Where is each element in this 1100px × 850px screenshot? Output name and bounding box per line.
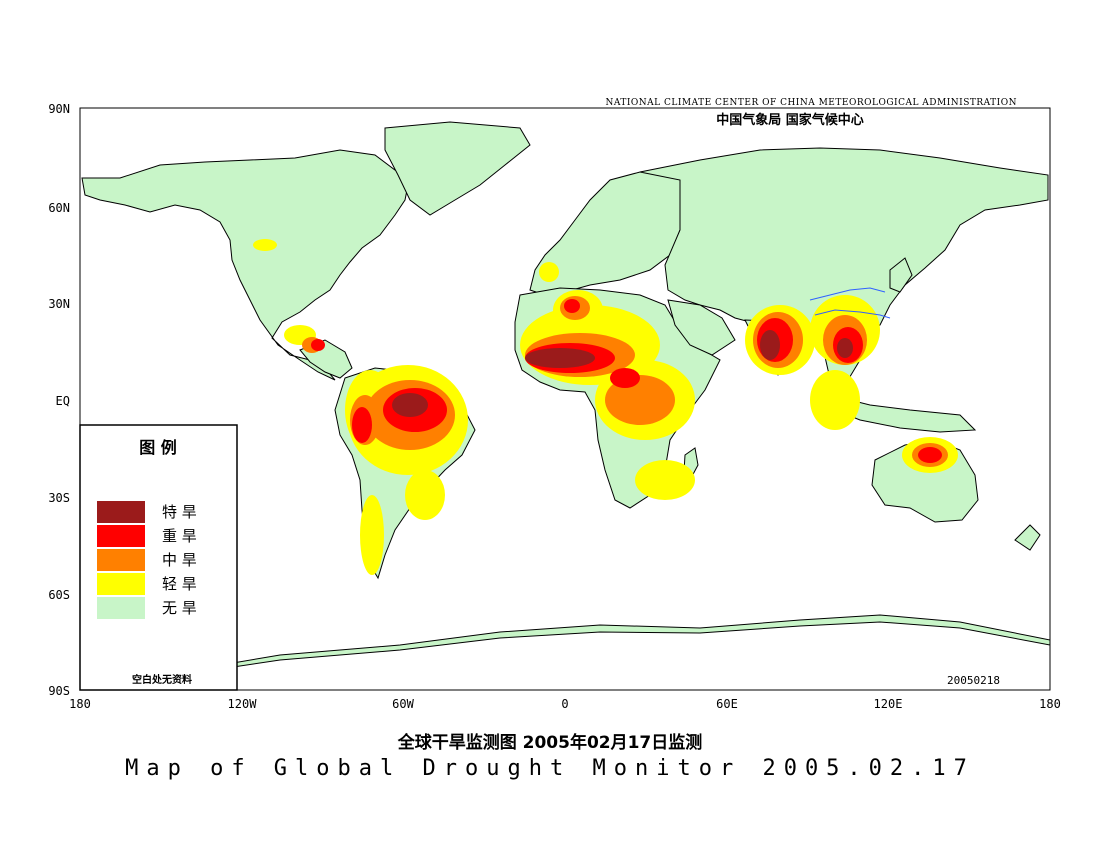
legend-label-extreme: 特 旱 (162, 503, 197, 521)
legend-swatch-none (97, 597, 145, 619)
lon-label: 120E (874, 697, 903, 711)
lon-label: 60E (716, 697, 738, 711)
legend: 图 例 特 旱 重 旱 中 旱 轻 旱 无 旱 空白处无资料 (79, 424, 238, 691)
legend-title: 图 例 (139, 438, 177, 457)
lat-label: 60S (48, 588, 70, 602)
drought-extreme-layer (392, 330, 853, 417)
lon-label: 120W (228, 697, 258, 711)
legend-swatch-extreme (97, 501, 145, 523)
legend-note: 空白处无资料 (132, 673, 192, 686)
asia (639, 147, 1049, 349)
lon-label: 180 (1039, 697, 1061, 711)
legend-label-none: 无 旱 (162, 599, 197, 617)
map-title-cn: 全球干旱监测图 2005年02月17日监测 (397, 733, 703, 753)
lat-label: 30N (48, 297, 70, 311)
lat-label: EQ (56, 394, 70, 408)
rivers-layer (809, 287, 891, 319)
legend-label-severe: 重 旱 (162, 527, 197, 545)
lon-label: 0 (561, 697, 568, 711)
new-zealand (1014, 524, 1041, 551)
legend-swatch-severe (97, 525, 145, 547)
lat-label: 90N (48, 102, 70, 116)
legend-swatch-moderate (97, 549, 145, 571)
lon-label: 60W (392, 697, 414, 711)
greenland (384, 121, 531, 216)
date-code: 20050218 (947, 674, 1000, 687)
map-title-en: Map of Global Drought Monitor 2005.02.17 (125, 756, 975, 781)
agency-credit-en: NATIONAL CLIMATE CENTER OF CHINA METEORO… (605, 98, 1017, 108)
lat-label: 60N (48, 201, 70, 215)
latitude-labels: 90N 60N 30N EQ 30S 60S 90S (48, 102, 70, 698)
lon-label: 180 (69, 697, 91, 711)
lat-label: 90S (48, 684, 70, 698)
north-america (81, 149, 411, 381)
legend-swatch-light (97, 573, 145, 595)
longitude-labels: 180 120W 60W 0 60E 120E 180 (69, 697, 1061, 711)
legend-label-moderate: 中 旱 (162, 551, 197, 569)
arabia (667, 299, 736, 356)
lat-label: 30S (48, 491, 70, 505)
japan (889, 257, 913, 293)
agency-credit-cn: 中国气象局 国家气候中心 (716, 112, 864, 128)
legend-label-light: 轻 旱 (162, 575, 197, 593)
